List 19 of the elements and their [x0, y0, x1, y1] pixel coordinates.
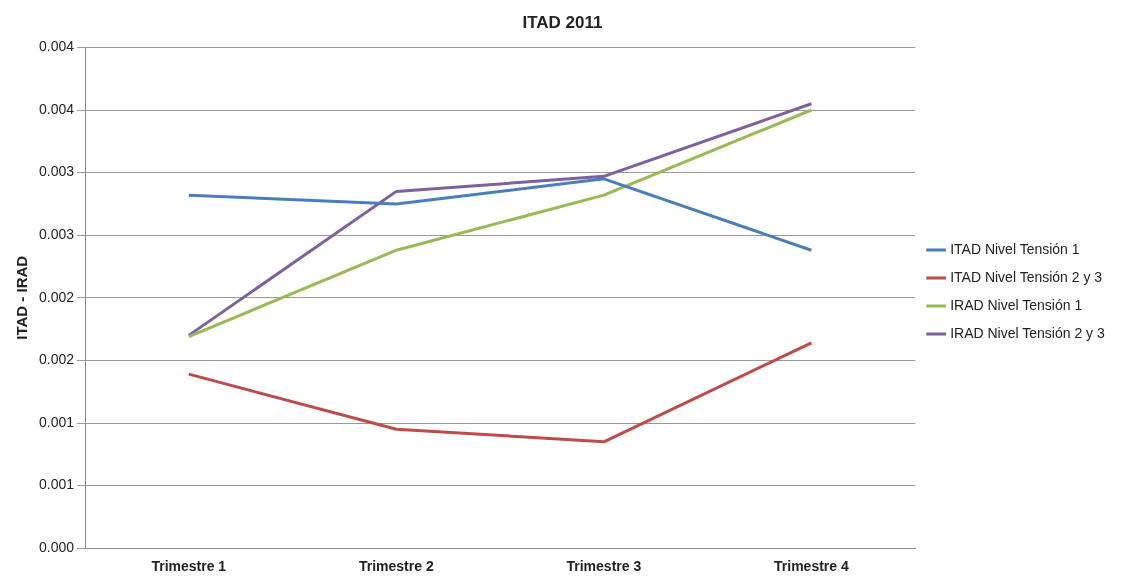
y-tick-label: 0.000 [38, 539, 75, 556]
legend-label: ITAD Nivel Tensión 1 [950, 240, 1080, 257]
legend-label: ITAD Nivel Tensión 2 y 3 [950, 268, 1103, 285]
y-tick-label: 0.002 [38, 351, 75, 368]
x-tick-label: Trimestre 1 [151, 558, 227, 575]
y-tick-label: 0.001 [38, 413, 75, 430]
legend-label: IRAD Nivel Tensión 1 [950, 296, 1083, 313]
y-tick-label: 0.004 [38, 38, 75, 55]
y-tick-label: 0.004 [38, 100, 75, 117]
legend-label: IRAD Nivel Tensión 2 y 3 [950, 324, 1105, 341]
y-tick-label: 0.003 [38, 226, 75, 243]
x-tick-label: Trimestre 3 [566, 558, 642, 575]
y-tick-label: 0.002 [38, 288, 75, 305]
y-tick-label: 0.003 [38, 163, 75, 180]
y-axis-title: ITAD - IRAD [13, 255, 31, 340]
chart-title: ITAD 2011 [522, 12, 603, 32]
y-tick-label: 0.001 [38, 476, 75, 493]
x-tick-label: Trimestre 2 [358, 558, 434, 575]
x-tick-label: Trimestre 4 [774, 558, 849, 575]
